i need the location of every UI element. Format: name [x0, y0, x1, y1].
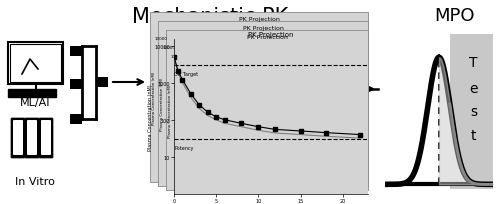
Bar	[150, 13, 368, 182]
Bar	[70, 47, 82, 57]
Bar	[70, 114, 82, 124]
Bar	[166, 31, 368, 190]
Bar	[70, 80, 82, 90]
Text: 10000: 10000	[171, 55, 184, 59]
FancyBboxPatch shape	[13, 120, 23, 155]
Bar	[8, 90, 56, 98]
Bar	[158, 22, 368, 186]
Text: 10000: 10000	[163, 46, 176, 50]
FancyBboxPatch shape	[27, 120, 37, 155]
Title: PK Projection: PK Projection	[248, 32, 294, 38]
Text: Potency: Potency	[174, 145, 194, 150]
Text: s: s	[470, 105, 477, 119]
Text: Plasma Concentration (nM): Plasma Concentration (nM)	[160, 78, 164, 131]
Bar	[10, 45, 61, 83]
Text: PK Projection: PK Projection	[238, 17, 280, 22]
FancyBboxPatch shape	[39, 118, 53, 158]
Text: MPO: MPO	[435, 7, 475, 25]
Bar	[96, 78, 108, 88]
FancyBboxPatch shape	[25, 118, 39, 158]
Text: PK Projection: PK Projection	[246, 35, 288, 40]
Text: e: e	[470, 82, 478, 96]
Text: T: T	[470, 56, 478, 70]
Text: Plasma Concentration (nM): Plasma Concentration (nM)	[152, 71, 156, 124]
Text: t: t	[471, 128, 476, 142]
Text: 10000: 10000	[155, 37, 168, 41]
Text: Mechanistic PK: Mechanistic PK	[132, 7, 288, 27]
Text: In Vitro: In Vitro	[15, 176, 55, 186]
Bar	[450, 35, 493, 189]
Text: ML/AI: ML/AI	[20, 98, 50, 108]
Y-axis label: Plasma Concentration (nM): Plasma Concentration (nM)	[148, 84, 153, 150]
Text: Plasma Concentration (nM): Plasma Concentration (nM)	[168, 84, 172, 137]
Text: PK Projection: PK Projection	[242, 26, 284, 31]
FancyBboxPatch shape	[11, 118, 25, 158]
FancyBboxPatch shape	[41, 120, 51, 155]
Text: Off Target: Off Target	[174, 71, 198, 76]
Bar	[8, 43, 63, 85]
